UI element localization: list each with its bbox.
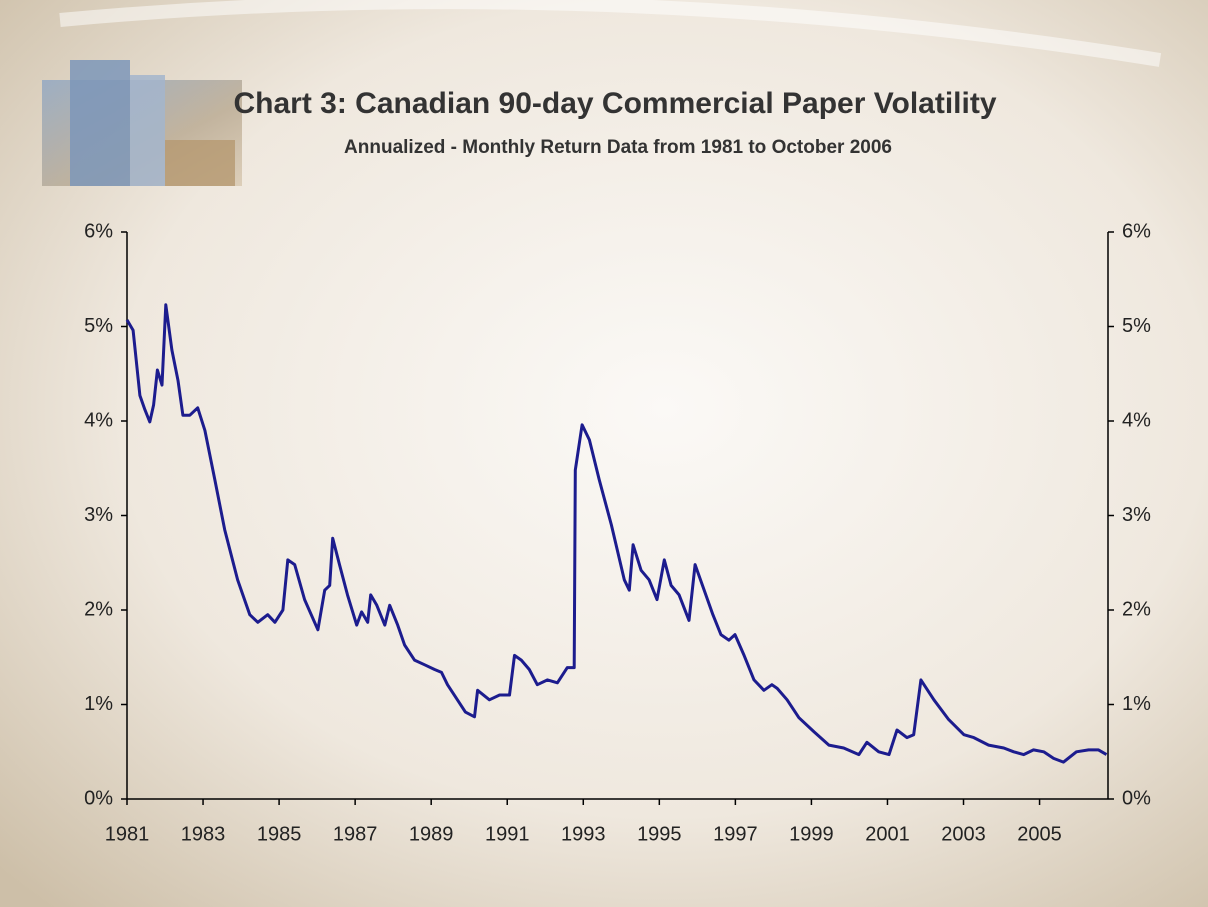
- decoration: [59, 0, 1162, 67]
- building-image: [42, 60, 242, 186]
- y-tick-label: 1%: [84, 693, 113, 715]
- y2-tick-label: 1%: [1122, 693, 1151, 715]
- y-tick-label: 3%: [84, 504, 113, 526]
- y2-tick-label: 3%: [1122, 504, 1151, 526]
- x-tick-label: 1989: [409, 823, 454, 845]
- x-tick-label: 1983: [181, 823, 226, 845]
- x-tick-label: 1985: [257, 823, 302, 845]
- chart-subtitle: Annualized - Monthly Return Data from 19…: [344, 137, 892, 158]
- x-tick-label: 1993: [561, 823, 606, 845]
- y2-tick-label: 6%: [1122, 220, 1151, 242]
- x-tick-label: 1997: [713, 823, 758, 845]
- x-tick-label: 1991: [485, 823, 530, 845]
- y2-tick-label: 2%: [1122, 598, 1151, 620]
- y-tick-label: 5%: [84, 315, 113, 337]
- y-tick-label: 6%: [84, 220, 113, 242]
- y-tick-label: 0%: [84, 787, 113, 809]
- x-tick-label: 2005: [1017, 823, 1062, 845]
- x-tick-label: 1999: [789, 823, 834, 845]
- x-tick-label: 1981: [105, 823, 150, 845]
- y2-tick-label: 5%: [1122, 315, 1151, 337]
- y2-tick-label: 4%: [1122, 409, 1151, 431]
- data-line: [125, 303, 1108, 764]
- x-tick-label: 1995: [637, 823, 682, 845]
- y2-tick-label: 0%: [1122, 787, 1151, 809]
- x-tick-label: 1987: [333, 823, 378, 845]
- y-tick-label: 2%: [84, 598, 113, 620]
- x-tick-label: 2001: [865, 823, 910, 845]
- x-tick-label: 2003: [941, 823, 986, 845]
- chart-title: Chart 3: Canadian 90-day Commercial Pape…: [233, 87, 996, 120]
- y-tick-label: 4%: [84, 409, 113, 431]
